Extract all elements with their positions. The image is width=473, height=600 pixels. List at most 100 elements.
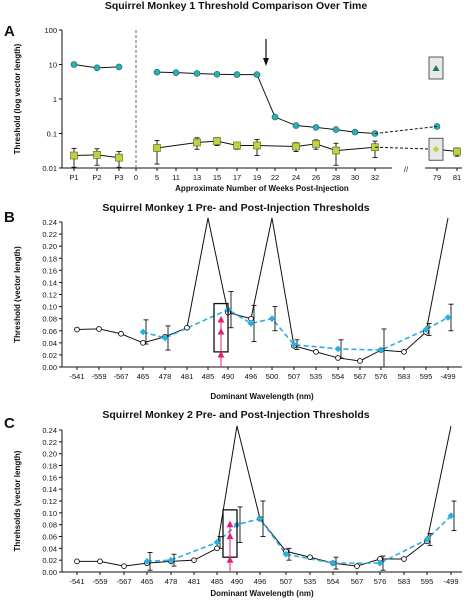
panel-a-box-diamond-icon: [432, 145, 440, 153]
panel-b-post-injection-point: [444, 314, 452, 321]
panel-b-x-tick-label: 554: [332, 372, 345, 381]
panel-a-x-tick-label: 32: [371, 173, 379, 182]
panel-b-highlight-point: [217, 350, 225, 358]
panel-b-highlight-point: [217, 315, 225, 323]
panel-b-y-tick-label: 0.22: [42, 230, 57, 239]
panel-a-dashed-continuation: [374, 146, 438, 150]
panel-b-x-tick-label: 465: [137, 372, 150, 381]
panel-b-x-tick-label: 576: [375, 372, 388, 381]
panel-b-x-axis-title: Dominant Wavelength (nm): [210, 392, 314, 401]
panel-b-x-tick-label: 496: [245, 372, 258, 381]
panel-a-x-tick-label: 13: [193, 173, 201, 182]
panel-b-pre-injection-point: [313, 349, 319, 355]
panel-a-x-tick-label: 15: [213, 173, 221, 182]
panel-c-x-tick-label: 595: [421, 577, 434, 586]
panel-b-x-tick-label: 583: [398, 372, 411, 381]
panel-c-y-tick-label: 0.20: [42, 450, 57, 459]
panel-a-y-tick-label: 1: [53, 95, 57, 104]
panel-a-x-tick-label: 0: [134, 173, 138, 182]
panel-a-x-tick-label: P2: [92, 173, 101, 182]
panel-c-x-tick-label: 496: [254, 577, 267, 586]
panel-c-y-axis-title: Threhsolds (vector length): [13, 450, 22, 551]
panel-a-series-1-point: [70, 151, 78, 160]
panel-a-series-0-point: [332, 126, 340, 133]
panel-b-post-injection-point: [377, 346, 385, 354]
panel-c-x-tick-label: 485: [211, 577, 224, 586]
panel-a-series-1-point: [115, 153, 123, 162]
panel-a-series-0-point: [233, 71, 241, 78]
panel-c-x-tick-label: 554: [327, 577, 340, 586]
panel-b-post-injection-point: [247, 320, 255, 327]
panel-b-pre-injection-point: [335, 355, 341, 361]
panel-c-highlight-point: [226, 520, 234, 528]
panel-a-series-0-point: [292, 122, 300, 129]
panel-b-x-tick-label: -499: [440, 372, 455, 381]
panel-a-x-tick-label: 79: [433, 173, 441, 182]
panel-a-x-tick-label: 24: [292, 173, 300, 182]
panel-a-x-tick-label: 5: [155, 173, 159, 182]
panel-b-x-tick-label: -541: [69, 372, 84, 381]
panel-c-x-tick-label: 465: [141, 577, 154, 586]
panel-a-series-1-point: [332, 146, 340, 155]
panel-a-series-1-point: [253, 141, 261, 150]
panel-a-series-0-point: [70, 61, 78, 68]
panel-b-y-tick-label: 0.06: [42, 327, 57, 336]
panel-c-x-tick-label: -499: [443, 577, 458, 586]
panel-c-x-tick-label: 535: [304, 577, 317, 586]
panel-b-post-injection-point: [139, 328, 147, 336]
panel-c-x-tick-label: -541: [69, 577, 84, 586]
panel-a-x-tick-label: 28: [332, 173, 340, 182]
panel-b-x-tick-label: 500: [266, 372, 279, 381]
panel-a-series-1-errorbar: [154, 139, 160, 165]
panel-b-x-tick-label: 567: [354, 372, 367, 381]
panel-a-dashed-continuation: [374, 125, 438, 134]
panel-c-pre-injection-point: [121, 563, 127, 569]
panel-b-post-injection-point: [290, 341, 298, 349]
panel-c-y-tick-label: 0.10: [42, 509, 57, 518]
panel-b-title: Squirrel Monkey 1 Pre- and Post-Injectio…: [102, 202, 369, 214]
panel-b-x-tick-label: -567: [113, 372, 128, 381]
panel-b-pre-injection-point: [118, 330, 124, 337]
panel-c-x-axis-title: Dominant Wavelength (nm): [210, 589, 314, 598]
panel-a-y-axis-title: Threshold (log vector length): [13, 43, 22, 154]
panel-c-pre-injection-point: [74, 558, 80, 565]
panel-a-series-0-point: [253, 71, 261, 78]
panel-b-label: B: [4, 209, 15, 226]
panel-b-post-injection-line: [142, 308, 449, 351]
panel-b-post-injection-point: [334, 345, 342, 353]
panel-a-x-tick-label: 11: [172, 173, 180, 182]
panel-a-y-tick-label: 100: [44, 26, 57, 35]
panel-a-series-1-point: [153, 144, 161, 152]
panel-b-pre-injection-point: [357, 358, 363, 364]
panel-b-x-tick-label: 507: [288, 372, 301, 381]
panel-a-series-0-point: [312, 124, 320, 131]
panel-c-x-tick-label: 583: [398, 577, 411, 586]
panel-c-y-tick-label: 0.22: [42, 438, 57, 447]
panel-a-series-0-point: [193, 70, 201, 77]
panel-b-highlight-point: [217, 327, 225, 335]
panel-c-pre-injection-point: [97, 558, 103, 565]
panel-b-post-injection-point: [268, 315, 276, 323]
panel-a-series-0-point: [93, 64, 101, 72]
panel-b-x-tick-label: -559: [91, 372, 106, 381]
panel-a-x-tick-label: 30: [351, 173, 359, 182]
panel-a-title: Squirrel Monkey 1 Threshold Comparison O…: [105, 0, 368, 12]
panel-a-axis-break: //: [404, 165, 409, 174]
panel-c-highlight-point: [226, 556, 234, 563]
panel-c-pre-injection-point: [191, 557, 197, 564]
panel-c-pre-injection-line: [77, 425, 452, 567]
panel-a-series-1-point: [292, 142, 300, 151]
panel-a-box-triangle-icon: [432, 65, 440, 71]
panel-c-y-tick-label: 0.12: [42, 497, 57, 506]
panel-b-pre-injection-point: [184, 324, 190, 331]
panel-c-y-tick-label: 0.08: [42, 521, 57, 530]
panel-c-pre-injection-point: [401, 556, 407, 562]
panel-a-series-1-point: [93, 151, 101, 159]
panel-b-pre-injection-point: [74, 326, 80, 333]
panel-c-title: Squirrel Monkey 2 Pre- and Post-Injectio…: [102, 409, 369, 421]
panel-b-y-tick-label: 0.24: [42, 218, 57, 227]
panel-c-x-tick-label: 576: [374, 577, 387, 586]
panel-b-post-injection-errorbar: [381, 328, 387, 368]
panel-c-pre-injection-point: [307, 554, 313, 561]
